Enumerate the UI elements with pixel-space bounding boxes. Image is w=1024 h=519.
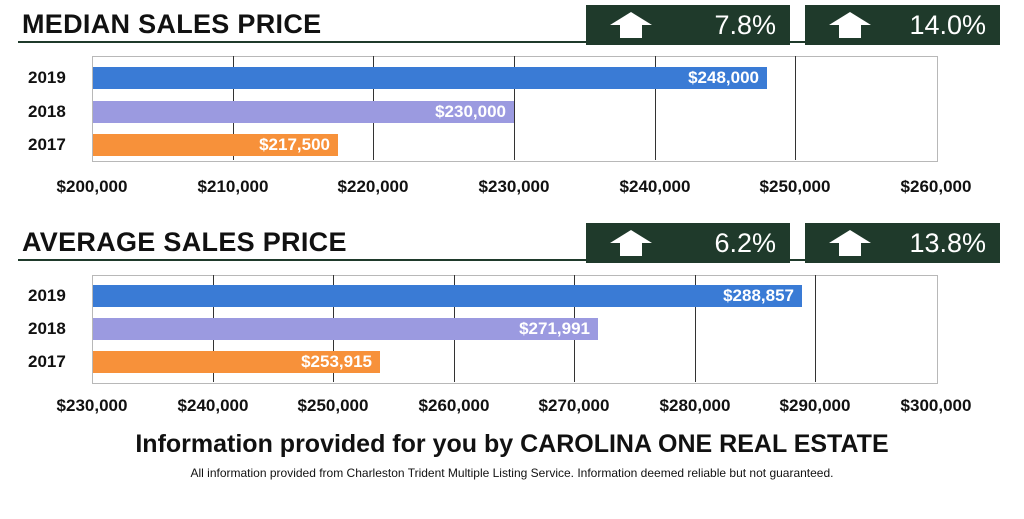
gridline	[514, 56, 515, 160]
gridline	[695, 275, 696, 382]
x-tick-label: $230,000	[478, 177, 550, 196]
bar-2017: $217,500	[93, 134, 338, 156]
title-rule	[18, 259, 998, 261]
section-title: AVERAGE SALES PRICE	[22, 227, 347, 257]
x-tick-label: $210,000	[197, 177, 269, 196]
footer-title: Information provided for you by CAROLINA…	[135, 430, 889, 458]
up-arrow-icon	[829, 230, 871, 256]
bar-2017: $253,915	[93, 351, 380, 373]
category-label: 2017	[28, 352, 66, 371]
gridline	[795, 56, 796, 160]
category-label: 2017	[28, 135, 66, 154]
bar-2018: $230,000	[93, 101, 514, 123]
category-label: 2019	[28, 68, 66, 87]
x-tick-label: $250,000	[297, 396, 369, 415]
badge-value: 6.2%	[714, 228, 776, 258]
bar-value-label: $248,000	[688, 68, 759, 87]
x-tick-label: $290,000	[779, 396, 851, 415]
category-label: 2018	[28, 319, 66, 338]
up-arrow-icon	[610, 12, 652, 38]
x-tick-label: $220,000	[337, 177, 409, 196]
change-badge-1: 6.2%	[586, 223, 790, 263]
x-tick-label: $260,000	[900, 177, 972, 196]
x-tick-label: $300,000	[900, 396, 972, 415]
category-label: 2019	[28, 286, 66, 305]
badge-value: 14.0%	[909, 10, 986, 40]
badge-value: 7.8%	[714, 10, 776, 40]
x-tick-label: $280,000	[659, 396, 731, 415]
up-arrow-icon	[829, 12, 871, 38]
x-tick-label: $250,000	[759, 177, 831, 196]
section-title: MEDIAN SALES PRICE	[22, 9, 322, 39]
gridline	[655, 56, 656, 160]
bar-value-label: $217,500	[259, 135, 330, 154]
x-tick-label: $240,000	[177, 396, 249, 415]
x-tick-label: $230,000	[56, 396, 128, 415]
title-rule	[18, 41, 998, 43]
median-sales-section: MEDIAN SALES PRICE 7.8% 14.0% 2019 $248,0…	[0, 0, 1024, 215]
bar-value-label: $253,915	[301, 352, 372, 371]
badge-value: 13.8%	[909, 228, 986, 258]
footer-disclaimer: All information provided from Charleston…	[190, 466, 834, 480]
change-badge-2: 14.0%	[805, 5, 1000, 45]
change-badge-1: 7.8%	[586, 5, 790, 45]
bar-2019: $248,000	[93, 67, 767, 89]
bar-2018: $271,991	[93, 318, 598, 340]
average-sales-section: AVERAGE SALES PRICE 6.2% 13.8% 2019 $288,…	[0, 215, 1024, 430]
average-price-bar-chart: 2019 $288,857 2018 $271,991 2017 $253,915 $230…	[0, 215, 1024, 430]
x-tick-label: $270,000	[538, 396, 610, 415]
up-arrow-icon	[610, 230, 652, 256]
category-label: 2018	[28, 102, 66, 121]
gridline	[815, 275, 816, 382]
x-tick-label: $260,000	[418, 396, 490, 415]
change-badge-2: 13.8%	[805, 223, 1000, 263]
median-price-bar-chart: 2019 $248,000 2018 $230,000 2017 $217,500 $200…	[0, 0, 1024, 215]
x-tick-label: $240,000	[619, 177, 691, 196]
bar-value-label: $230,000	[435, 102, 506, 121]
bar-value-label: $271,991	[519, 319, 590, 338]
bar-value-label: $288,857	[723, 286, 794, 305]
bar-2019: $288,857	[93, 285, 802, 307]
x-tick-label: $200,000	[56, 177, 128, 196]
